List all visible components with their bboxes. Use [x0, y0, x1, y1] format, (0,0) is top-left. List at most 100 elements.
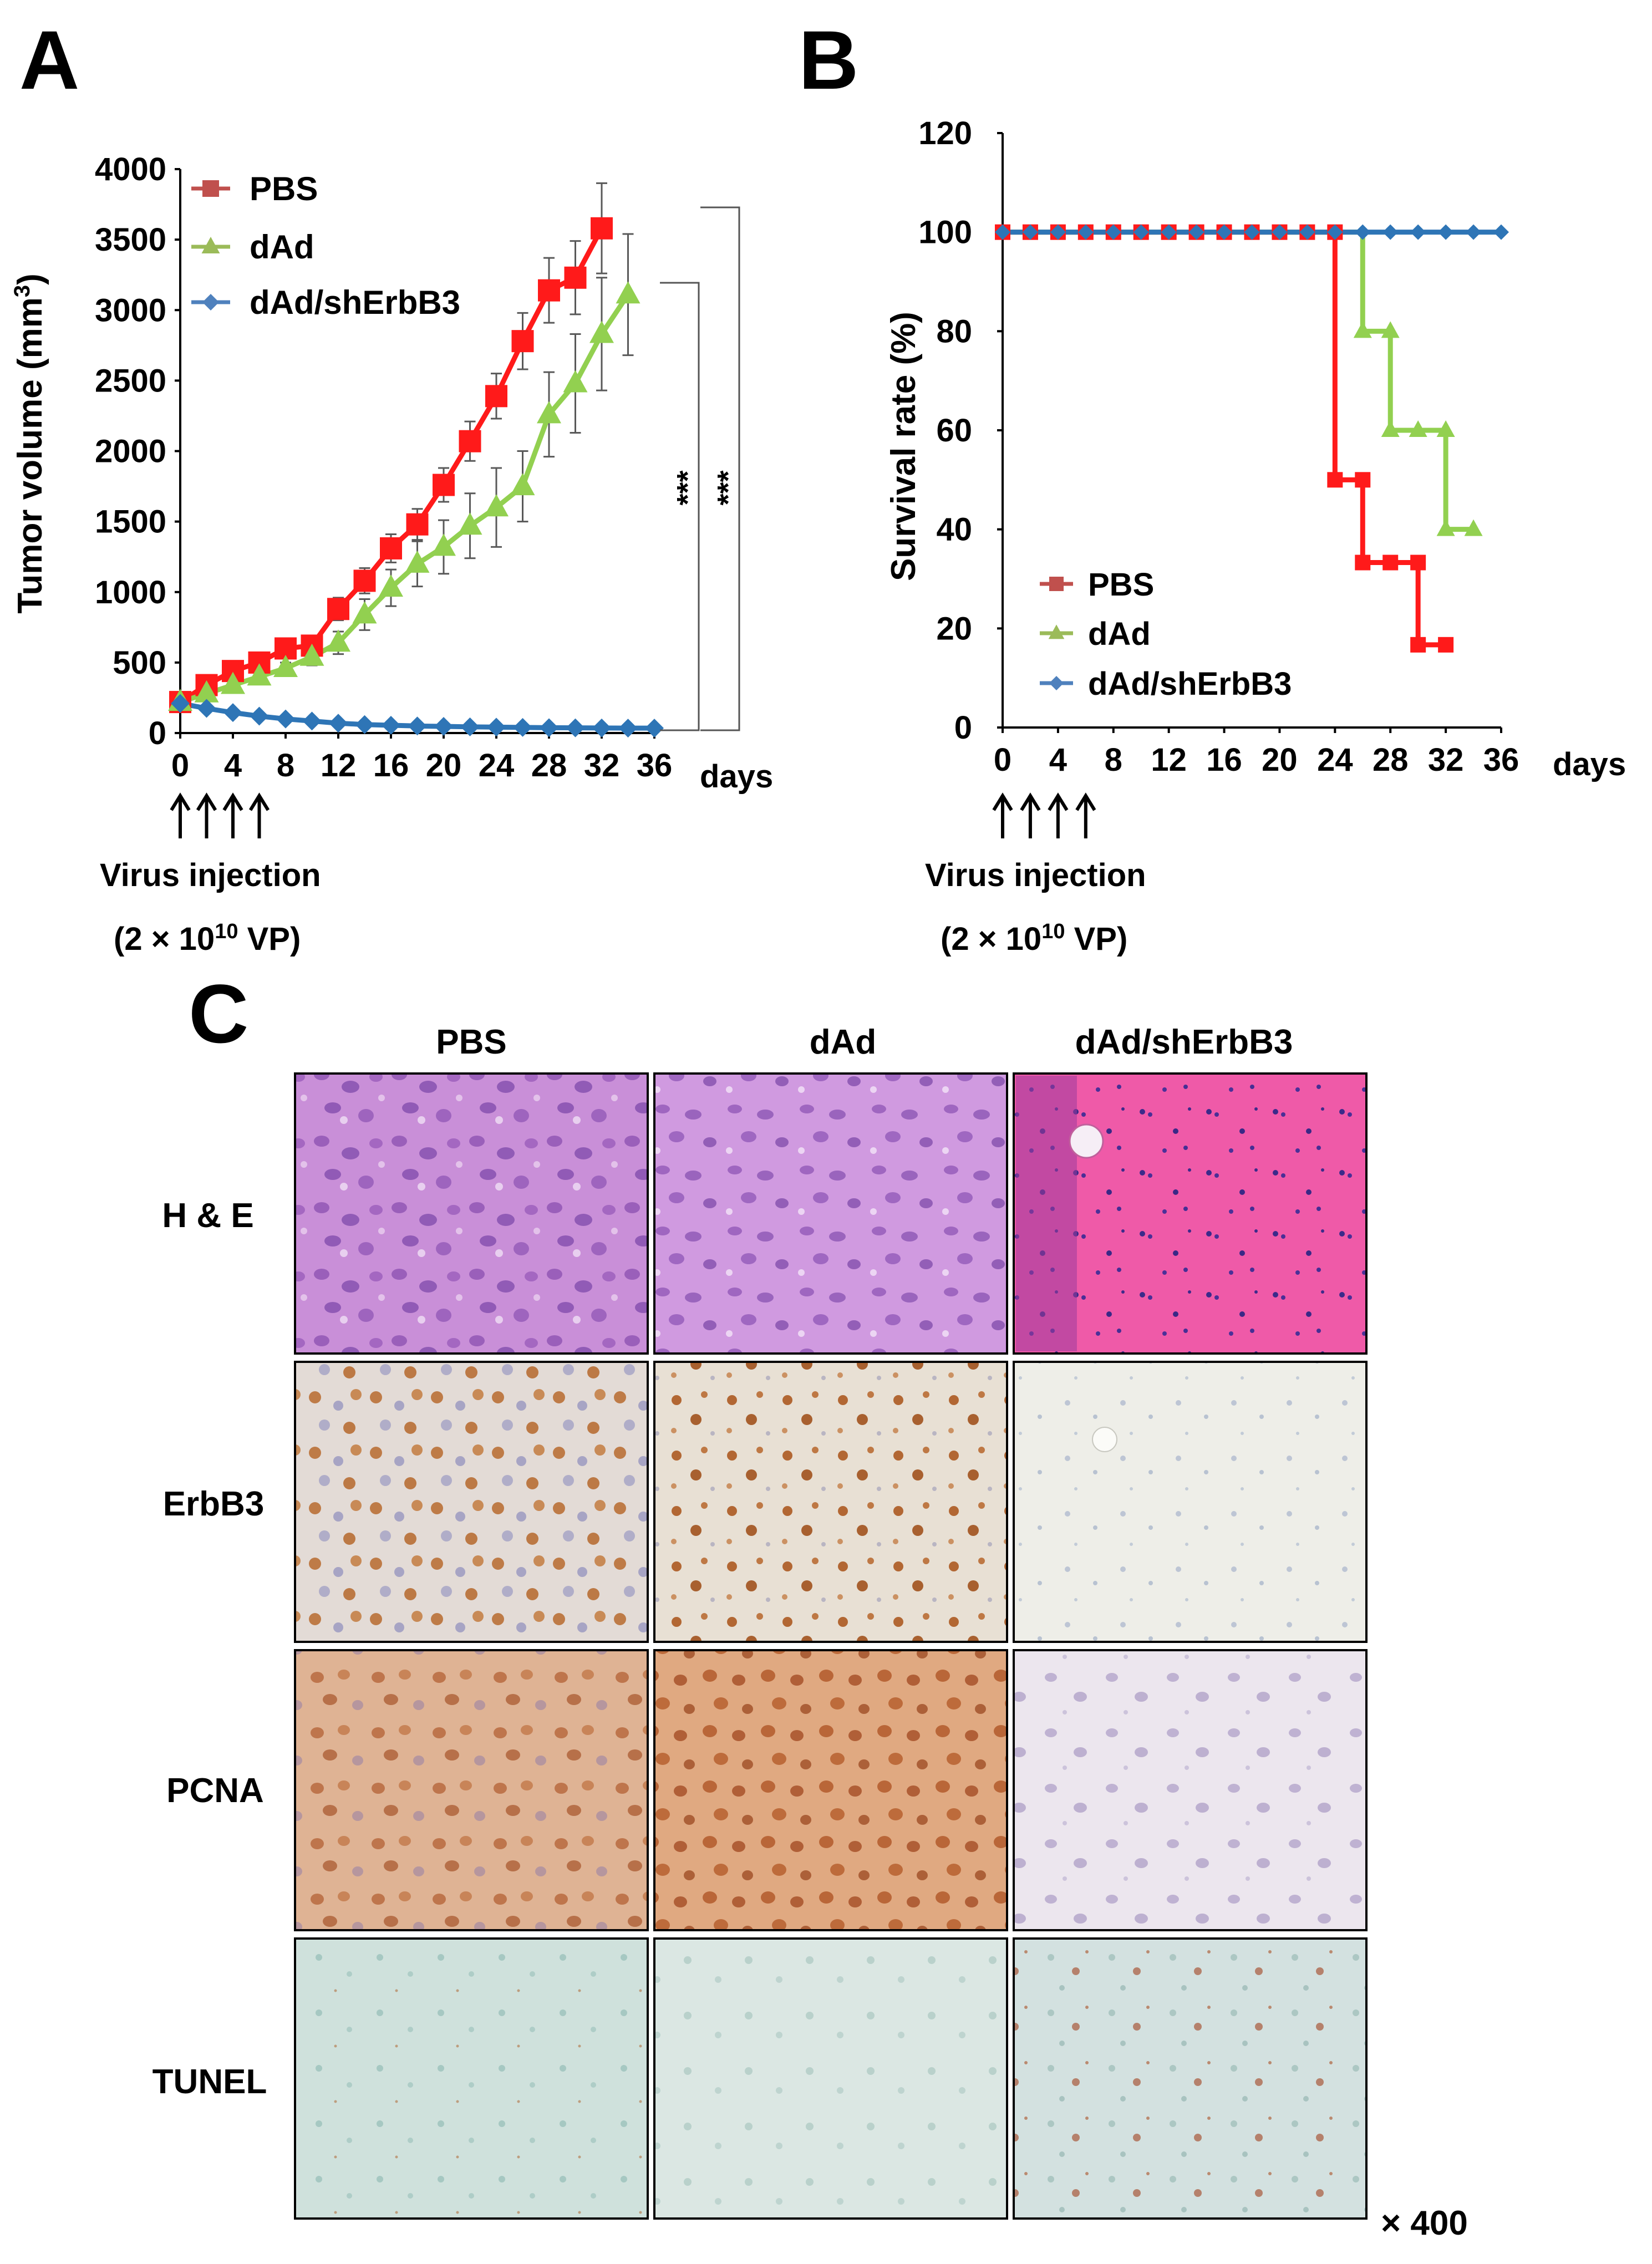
b-point-2-8 — [1216, 224, 1232, 240]
a-ytick-label-2: 1000 — [95, 574, 166, 610]
injection-label-a: Virus injection — [100, 857, 321, 893]
b-point-0-18 — [1410, 637, 1426, 653]
b-point-1-1 — [1381, 321, 1400, 338]
b-point-2-9 — [1244, 224, 1260, 240]
dose-exponent-b: 10 — [1041, 920, 1065, 943]
a-point-2-7 — [355, 715, 374, 734]
b-ytick-label-0: 0 — [954, 710, 972, 746]
a-ytick-label-7: 3500 — [95, 222, 166, 258]
b-point-2-13 — [1355, 224, 1371, 240]
a-xtick-label-4: 16 — [373, 747, 409, 784]
a-point-2-18 — [645, 719, 664, 738]
a-point-2-15 — [566, 718, 585, 737]
a-point-2-6 — [329, 714, 348, 733]
b-point-1-3 — [1409, 420, 1427, 437]
tumor-volume-error-bars — [175, 182, 660, 730]
a-point-0-9 — [406, 513, 429, 536]
a-point-1-15 — [563, 370, 588, 393]
b-legend-marker-1 — [1048, 624, 1065, 639]
b-xtick-label-0: 0 — [994, 742, 1011, 778]
a-ytick-label-6: 3000 — [95, 292, 166, 328]
a-point-2-5 — [302, 711, 322, 731]
a-xtick-label-3: 12 — [321, 747, 357, 784]
b-ytick-label-4: 80 — [936, 313, 972, 349]
a-point-0-8 — [380, 537, 402, 559]
b-xtick-label-6: 24 — [1317, 742, 1353, 778]
a-ytick-label-8: 4000 — [95, 151, 166, 187]
b-arrow-head-3 — [1075, 792, 1096, 811]
a-legend-label-1: dAd — [250, 228, 314, 266]
a-point-2-14 — [540, 718, 558, 737]
tumor-volume-y-axis-title: Tumor volume (mm3) — [10, 273, 49, 614]
a-xtick-label-6: 24 — [479, 747, 515, 784]
column-header-dad-sherbb3: dAd/shErbB3 — [1075, 1023, 1293, 1061]
a-xtick-label-5: 20 — [426, 747, 462, 784]
b-point-2-17 — [1466, 224, 1482, 240]
a-ytick-label-0: 0 — [149, 715, 166, 751]
sig-bracket-0 — [660, 282, 700, 731]
b-point-2-15 — [1410, 224, 1426, 240]
b-ytick-label-6: 120 — [918, 115, 972, 151]
a-legend-marker-2 — [202, 294, 219, 311]
y-title-superscript: 3 — [10, 285, 34, 297]
a-point-1-7 — [352, 601, 377, 624]
a-arrow-head-2 — [222, 792, 243, 811]
a-point-0-6 — [327, 598, 349, 620]
b-series-line-dAd — [1003, 230, 1474, 532]
a-legend-marker-1 — [201, 237, 220, 253]
b-xtick-label-1: 4 — [1049, 742, 1067, 778]
a-point-1-12 — [484, 494, 509, 517]
b-point-1-5 — [1436, 519, 1455, 536]
b-point-2-6 — [1161, 224, 1177, 240]
significance-brackets: *** *** — [660, 206, 745, 731]
b-xtick-label-4: 16 — [1206, 742, 1242, 778]
a-point-1-10 — [431, 533, 456, 556]
column-header-pbs: PBS — [436, 1023, 506, 1061]
b-arrow-head-0 — [992, 792, 1013, 811]
b-legend-marker-2 — [1049, 676, 1064, 690]
micrograph-pcna-pbs — [294, 1649, 649, 1931]
b-ytick-label-3: 60 — [936, 413, 972, 449]
a-xtick-label-0: 0 — [171, 747, 189, 784]
magnification-label: × 400 — [1381, 2204, 1468, 2242]
survival-legend: PBS dAd dAd/shErbB3 — [1040, 567, 1292, 702]
micrograph-erbb3-vacuole — [1092, 1427, 1117, 1452]
tumor-volume-legend: PBS dAd dAd/shErbB3 — [191, 170, 460, 321]
a-point-1-2 — [221, 671, 245, 694]
survival-y-axis-title: Survival rate (%) — [885, 312, 923, 581]
b-point-0-17 — [1410, 554, 1426, 571]
a-point-1-9 — [405, 550, 430, 573]
b-point-0-14 — [1355, 472, 1371, 488]
b-arrow-head-1 — [1020, 792, 1041, 811]
a-point-0-12 — [485, 385, 507, 408]
a-arrow-head-0 — [170, 792, 191, 811]
b-xtick-label-2: 8 — [1105, 742, 1122, 778]
survival-x-axis-title: days — [1553, 746, 1626, 782]
sig-bracket-1 — [700, 206, 740, 731]
survival-markers — [995, 224, 1509, 653]
a-ytick-label-1: 500 — [113, 645, 166, 681]
a-point-1-6 — [326, 629, 350, 652]
a-point-2-13 — [513, 718, 532, 737]
a-point-1-17 — [616, 281, 641, 304]
a-point-1-16 — [589, 320, 614, 343]
dose-label-a: (2 × 1010 VP) — [114, 920, 301, 957]
a-point-2-11 — [460, 717, 480, 736]
b-point-2-3 — [1077, 224, 1094, 240]
a-point-2-10 — [434, 717, 453, 736]
injection-label-b: Virus injection — [925, 857, 1146, 893]
dose-pre: (2 × 10 — [114, 921, 215, 957]
b-ytick-label-2: 40 — [936, 512, 972, 548]
micrograph-pcna-dad-sherbb3 — [1013, 1649, 1368, 1931]
a-point-2-1 — [197, 699, 216, 718]
a-point-0-14 — [538, 279, 560, 302]
micrograph-tunel-dad — [653, 1937, 1008, 2220]
a-point-1-3 — [247, 663, 272, 686]
tumor-volume-markers — [168, 217, 664, 738]
b-point-2-4 — [1105, 224, 1121, 240]
a-arrow-head-3 — [248, 792, 270, 811]
survival-rate-chart: 0 20 40 60 80 100 120 0 4 8 12 16 20 24 28 32 36 Surviva… — [885, 115, 1626, 957]
